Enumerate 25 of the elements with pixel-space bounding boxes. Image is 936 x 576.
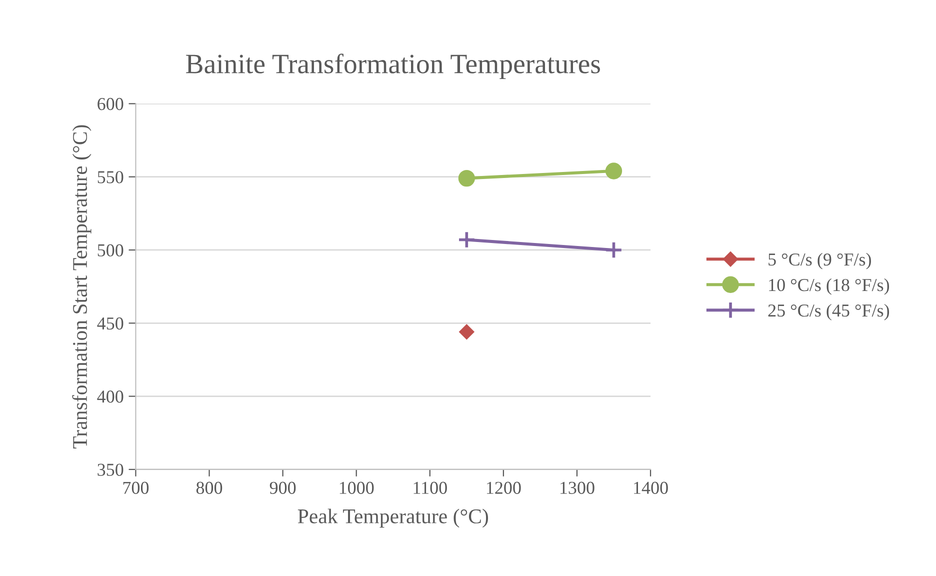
x-tick-label: 900 <box>270 482 296 494</box>
point <box>605 162 622 180</box>
y-tick-label: 450 <box>97 317 124 330</box>
point <box>458 170 475 187</box>
x-tick-label: 1200 <box>486 482 521 494</box>
y-tick-label: 350 <box>98 464 124 476</box>
y-tick-label: 550 <box>98 171 124 184</box>
x-tick-label: 700 <box>123 482 149 494</box>
x-axis-title: Peak Temperature (°C) <box>298 508 488 528</box>
x-tick-label: 1000 <box>340 482 374 494</box>
y-tick-label: 600 <box>98 98 124 110</box>
x-tick-label: 1100 <box>414 482 447 494</box>
legend-label: 5 °C/s (9 °F/s) <box>768 252 871 270</box>
point <box>604 240 623 260</box>
y-axis-title: Transformation Start Temperature (°C) <box>72 125 92 448</box>
chart-title: Bainite Transformation Temperatures <box>186 54 600 80</box>
point <box>459 324 474 340</box>
y-tick-label: 500 <box>98 244 124 256</box>
legend-label: 25 °C/s (45 °F/s) <box>768 304 890 320</box>
x-tick-label: 1300 <box>560 482 594 494</box>
legend-label: 10 °C/s (18 °F/s) <box>769 278 890 295</box>
point <box>458 230 476 249</box>
x-tick-label: 800 <box>196 482 222 494</box>
y-tick-label: 400 <box>97 390 124 403</box>
x-tick-label: 1400 <box>634 482 668 494</box>
